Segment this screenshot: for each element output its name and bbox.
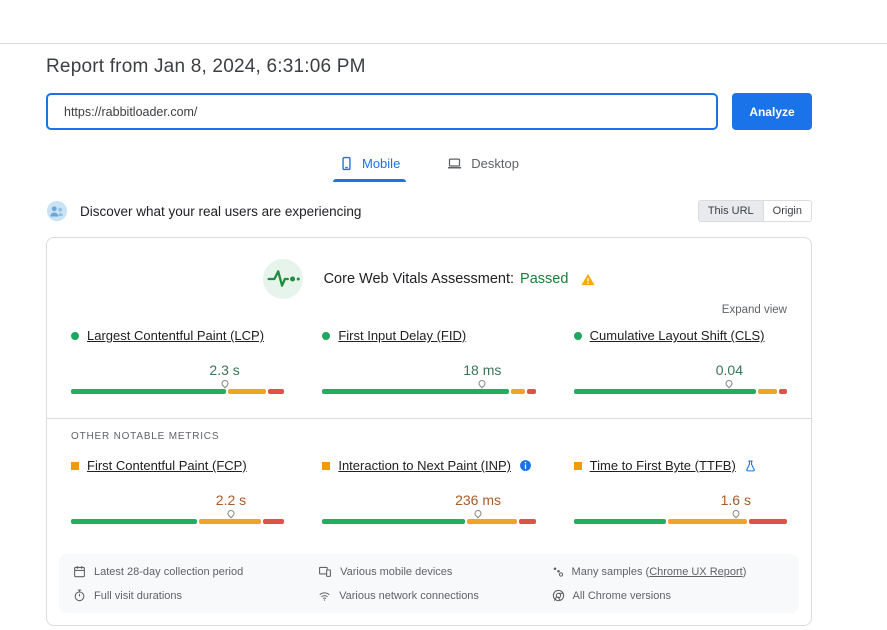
core-metrics-row: Largest Contentful Paint (LCP) 2.3 s Fir…	[71, 328, 787, 408]
warning-icon[interactable]	[580, 272, 596, 287]
info-icon[interactable]	[519, 459, 532, 472]
assessment-label: Core Web Vitals Assessment:	[323, 271, 515, 287]
p75-marker-icon	[226, 508, 236, 519]
visit-durations-label: Full visit durations	[94, 589, 183, 602]
field-data-card: Core Web Vitals Assessment: Passed Expan…	[46, 237, 812, 626]
p75-marker-icon	[477, 378, 488, 389]
good-dot-icon	[573, 331, 582, 340]
scope-toggle: This URL Origin	[697, 200, 812, 222]
calendar-icon	[73, 565, 86, 578]
analyze-button[interactable]: Analyze	[732, 93, 812, 130]
tab-mobile[interactable]: Mobile	[333, 154, 407, 182]
metric-link-fcp[interactable]: First Contentful Paint (FCP)	[87, 458, 247, 473]
assessment-result: Passed	[520, 271, 569, 287]
pulse-icon	[262, 258, 304, 300]
cls-value: 0.04	[715, 362, 743, 378]
experimental-flask-icon[interactable]	[744, 459, 757, 473]
good-dot-icon	[71, 331, 79, 340]
mobile-devices-item: Various mobile devices	[318, 565, 551, 578]
scope-origin-button[interactable]: Origin	[763, 201, 811, 221]
metric-link-inp[interactable]: Interaction to Next Paint (INP)	[338, 458, 512, 473]
mobile-devices-label: Various mobile devices	[340, 565, 453, 578]
top-divider	[0, 43, 887, 44]
samples-icon	[552, 566, 564, 578]
network-connections-item: Various network connections	[318, 589, 551, 602]
crux-report-link[interactable]: Chrome UX Report	[649, 565, 743, 578]
many-samples-item: Many samples (Chrome UX Report)	[552, 565, 785, 578]
metric-link-cls[interactable]: Cumulative Layout Shift (CLS)	[589, 328, 765, 343]
ttfb-value: 1.6 s	[720, 492, 751, 508]
inp-value: 236 ms	[455, 492, 502, 508]
ni-square-icon	[322, 461, 331, 470]
scope-this-url-button[interactable]: This URL	[698, 201, 764, 221]
p75-marker-icon	[730, 508, 741, 519]
device-tabs: Mobile Desktop	[46, 154, 812, 182]
metric-cls: Cumulative Layout Shift (CLS) 0.04	[573, 328, 787, 408]
url-bar: Analyze	[46, 93, 812, 130]
metric-ttfb: Time to First Byte (TTFB) 1.6 s	[573, 458, 787, 538]
visit-durations-item: Full visit durations	[73, 589, 318, 602]
metric-lcp: Largest Contentful Paint (LCP) 2.3 s	[71, 328, 285, 408]
metric-link-fid[interactable]: First Input Delay (FID)	[338, 328, 467, 343]
stopwatch-icon	[73, 589, 86, 602]
good-dot-icon	[322, 331, 331, 340]
metric-link-ttfb[interactable]: Time to First Byte (TTFB)	[589, 458, 736, 473]
network-connections-label: Various network connections	[339, 589, 479, 602]
tab-mobile-label: Mobile	[362, 156, 401, 171]
smartphone-icon	[339, 156, 354, 171]
metric-inp: Interaction to Next Paint (INP) 236 ms	[322, 458, 536, 538]
url-input[interactable]	[46, 93, 718, 130]
chrome-icon	[552, 589, 565, 602]
fcp-distribution-bar: 2.2 s	[71, 492, 285, 524]
p75-marker-icon	[724, 378, 735, 389]
other-metrics-row: First Contentful Paint (FCP) 2.2 s Inter…	[71, 458, 787, 538]
fcp-value: 2.2 s	[215, 492, 247, 508]
lcp-value: 2.3 s	[209, 362, 240, 378]
network-signal-icon	[318, 590, 331, 602]
devices-icon	[318, 565, 332, 578]
metric-link-lcp[interactable]: Largest Contentful Paint (LCP)	[87, 328, 265, 343]
lcp-distribution-bar: 2.3 s	[71, 362, 285, 394]
field-data-header: Discover what your real users are experi…	[46, 200, 812, 222]
other-metrics-heading: OTHER NOTABLE METRICS	[71, 431, 220, 442]
ni-square-icon	[573, 461, 582, 470]
laptop-icon	[446, 156, 463, 171]
ttfb-distribution-bar: 1.6 s	[573, 492, 787, 524]
fid-distribution-bar: 18 ms	[322, 362, 536, 394]
chrome-versions-label: All Chrome versions	[572, 589, 671, 602]
p75-marker-icon	[473, 508, 483, 519]
fid-value: 18 ms	[463, 362, 502, 378]
cls-distribution-bar: 0.04	[573, 362, 787, 394]
expand-view-button[interactable]: Expand view	[721, 304, 787, 316]
samples-suffix: )	[742, 565, 747, 578]
tab-desktop[interactable]: Desktop	[440, 154, 525, 182]
ni-square-icon	[71, 461, 79, 470]
metric-fid: First Input Delay (FID) 18 ms	[322, 328, 536, 408]
field-heading: Discover what your real users are experi…	[80, 203, 362, 219]
collection-period-label: Latest 28-day collection period	[94, 565, 244, 578]
inp-distribution-bar: 236 ms	[322, 492, 536, 524]
tab-desktop-label: Desktop	[471, 156, 519, 171]
many-samples-label: Many samples (Chrome UX Report)	[572, 566, 747, 578]
collection-info-band: Latest 28-day collection period Various …	[59, 554, 799, 613]
metric-fcp: First Contentful Paint (FCP) 2.2 s	[71, 458, 285, 538]
report-title: Report from Jan 8, 2024, 6:31:06 PM	[46, 56, 366, 77]
chrome-versions-item: All Chrome versions	[552, 589, 785, 602]
card-divider	[47, 418, 811, 419]
cwv-assessment: Core Web Vitals Assessment: Passed	[71, 258, 787, 300]
samples-prefix: Many samples (	[571, 565, 650, 578]
report-container: Report from Jan 8, 2024, 6:31:06 PM Anal…	[46, 56, 812, 626]
real-users-icon	[46, 200, 68, 222]
collection-period-item: Latest 28-day collection period	[73, 565, 318, 578]
p75-marker-icon	[219, 378, 230, 389]
